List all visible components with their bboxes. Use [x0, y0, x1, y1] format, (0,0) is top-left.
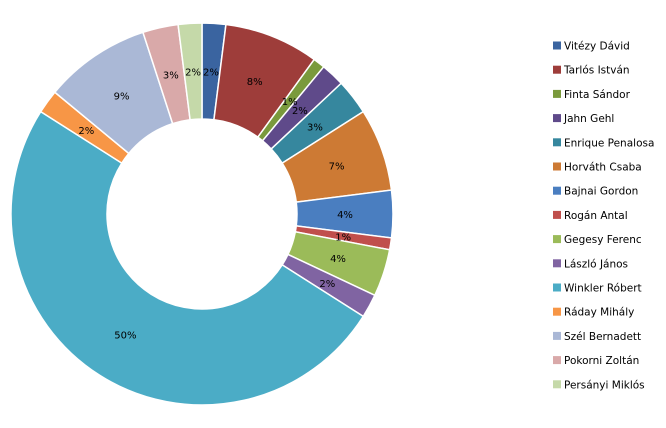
legend-item: Ráday Mihály [553, 307, 634, 319]
legend-swatch [553, 65, 561, 74]
legend-swatch [553, 283, 561, 292]
slice-data-label: 3% [307, 122, 323, 133]
legend-label: László János [564, 258, 628, 270]
legend-swatch [553, 186, 561, 195]
donut-slice [177, 22, 203, 121]
slice-data-label: 4% [337, 210, 353, 221]
legend-label: Persányi Miklós [564, 379, 645, 391]
legend-swatch [553, 356, 561, 365]
slice-data-label: 8% [247, 77, 263, 88]
legend-swatch [553, 380, 561, 389]
slice-data-label: 2% [292, 106, 308, 117]
legend-swatch [553, 41, 561, 50]
slice-data-label: 2% [319, 279, 335, 290]
legend-swatch [553, 235, 561, 244]
slice-data-label: 1% [335, 232, 351, 243]
legend-item: Tarlós István [553, 65, 630, 77]
legend-item: Winkler Róbert [553, 283, 642, 295]
legend-swatch [553, 331, 561, 340]
slice-data-label: 2% [78, 126, 94, 137]
slice-data-label: 3% [163, 70, 179, 81]
legend-item: Jahn Gehl [553, 113, 614, 125]
legend-label: Bajnai Gordon [564, 186, 638, 198]
legend-item: Rogán Antal [553, 210, 628, 222]
legend-item: Horváth Csaba [553, 162, 642, 174]
legend-swatch [553, 138, 561, 147]
legend-swatch [553, 89, 561, 98]
legend-item: Enrique Penalosa [553, 137, 654, 149]
slice-data-label: 1% [282, 97, 298, 108]
slice-labels: 2%8%1%2%3%7%4%1%4%2%50%2%9%3% 2% [78, 67, 353, 341]
slice-data-label: 4% [330, 254, 346, 265]
slice-data-label: 2% [185, 67, 201, 78]
legend-item: Vitézy Dávid [553, 41, 630, 53]
donut-slice [10, 110, 365, 406]
legend-item: Gegesy Ferenc [553, 234, 642, 246]
legend-item: Pokorni Zoltán [553, 355, 639, 367]
legend-label: Pokorni Zoltán [564, 355, 639, 367]
legend-item: László János [553, 258, 628, 270]
legend-swatch [553, 114, 561, 123]
legend-label: Gegesy Ferenc [564, 234, 642, 246]
slice-data-label: 2% [203, 67, 219, 78]
legend-label: Jahn Gehl [563, 113, 614, 125]
legend-label: Rogán Antal [564, 210, 628, 222]
legend-label: Tarlós István [563, 65, 630, 77]
legend-item: Persányi Miklós [553, 379, 645, 391]
donut-slices [10, 22, 394, 406]
legend-label: Ráday Mihály [564, 307, 634, 319]
legend-item: Szél Bernadett [553, 331, 641, 343]
legend-swatch [553, 307, 561, 316]
legend: Vitézy Dávid Tarlós István Finta Sándor Jah… [553, 41, 654, 391]
legend-label: Horváth Csaba [564, 162, 642, 174]
legend-label: Finta Sándor [564, 89, 631, 101]
legend-label: Winkler Róbert [564, 283, 642, 295]
legend-swatch [553, 210, 561, 219]
legend-label: Vitézy Dávid [564, 41, 630, 53]
legend-swatch [553, 259, 561, 268]
legend-item: Bajnai Gordon [553, 186, 638, 198]
legend-label: Szél Bernadett [564, 331, 641, 343]
slice-data-label: 9% [114, 92, 130, 103]
legend-item: Finta Sándor [553, 89, 631, 101]
slice-data-label: 50% [114, 331, 136, 342]
slice-data-label: 7% [329, 162, 345, 173]
legend-swatch [553, 162, 561, 171]
legend-label: Enrique Penalosa [564, 137, 654, 149]
